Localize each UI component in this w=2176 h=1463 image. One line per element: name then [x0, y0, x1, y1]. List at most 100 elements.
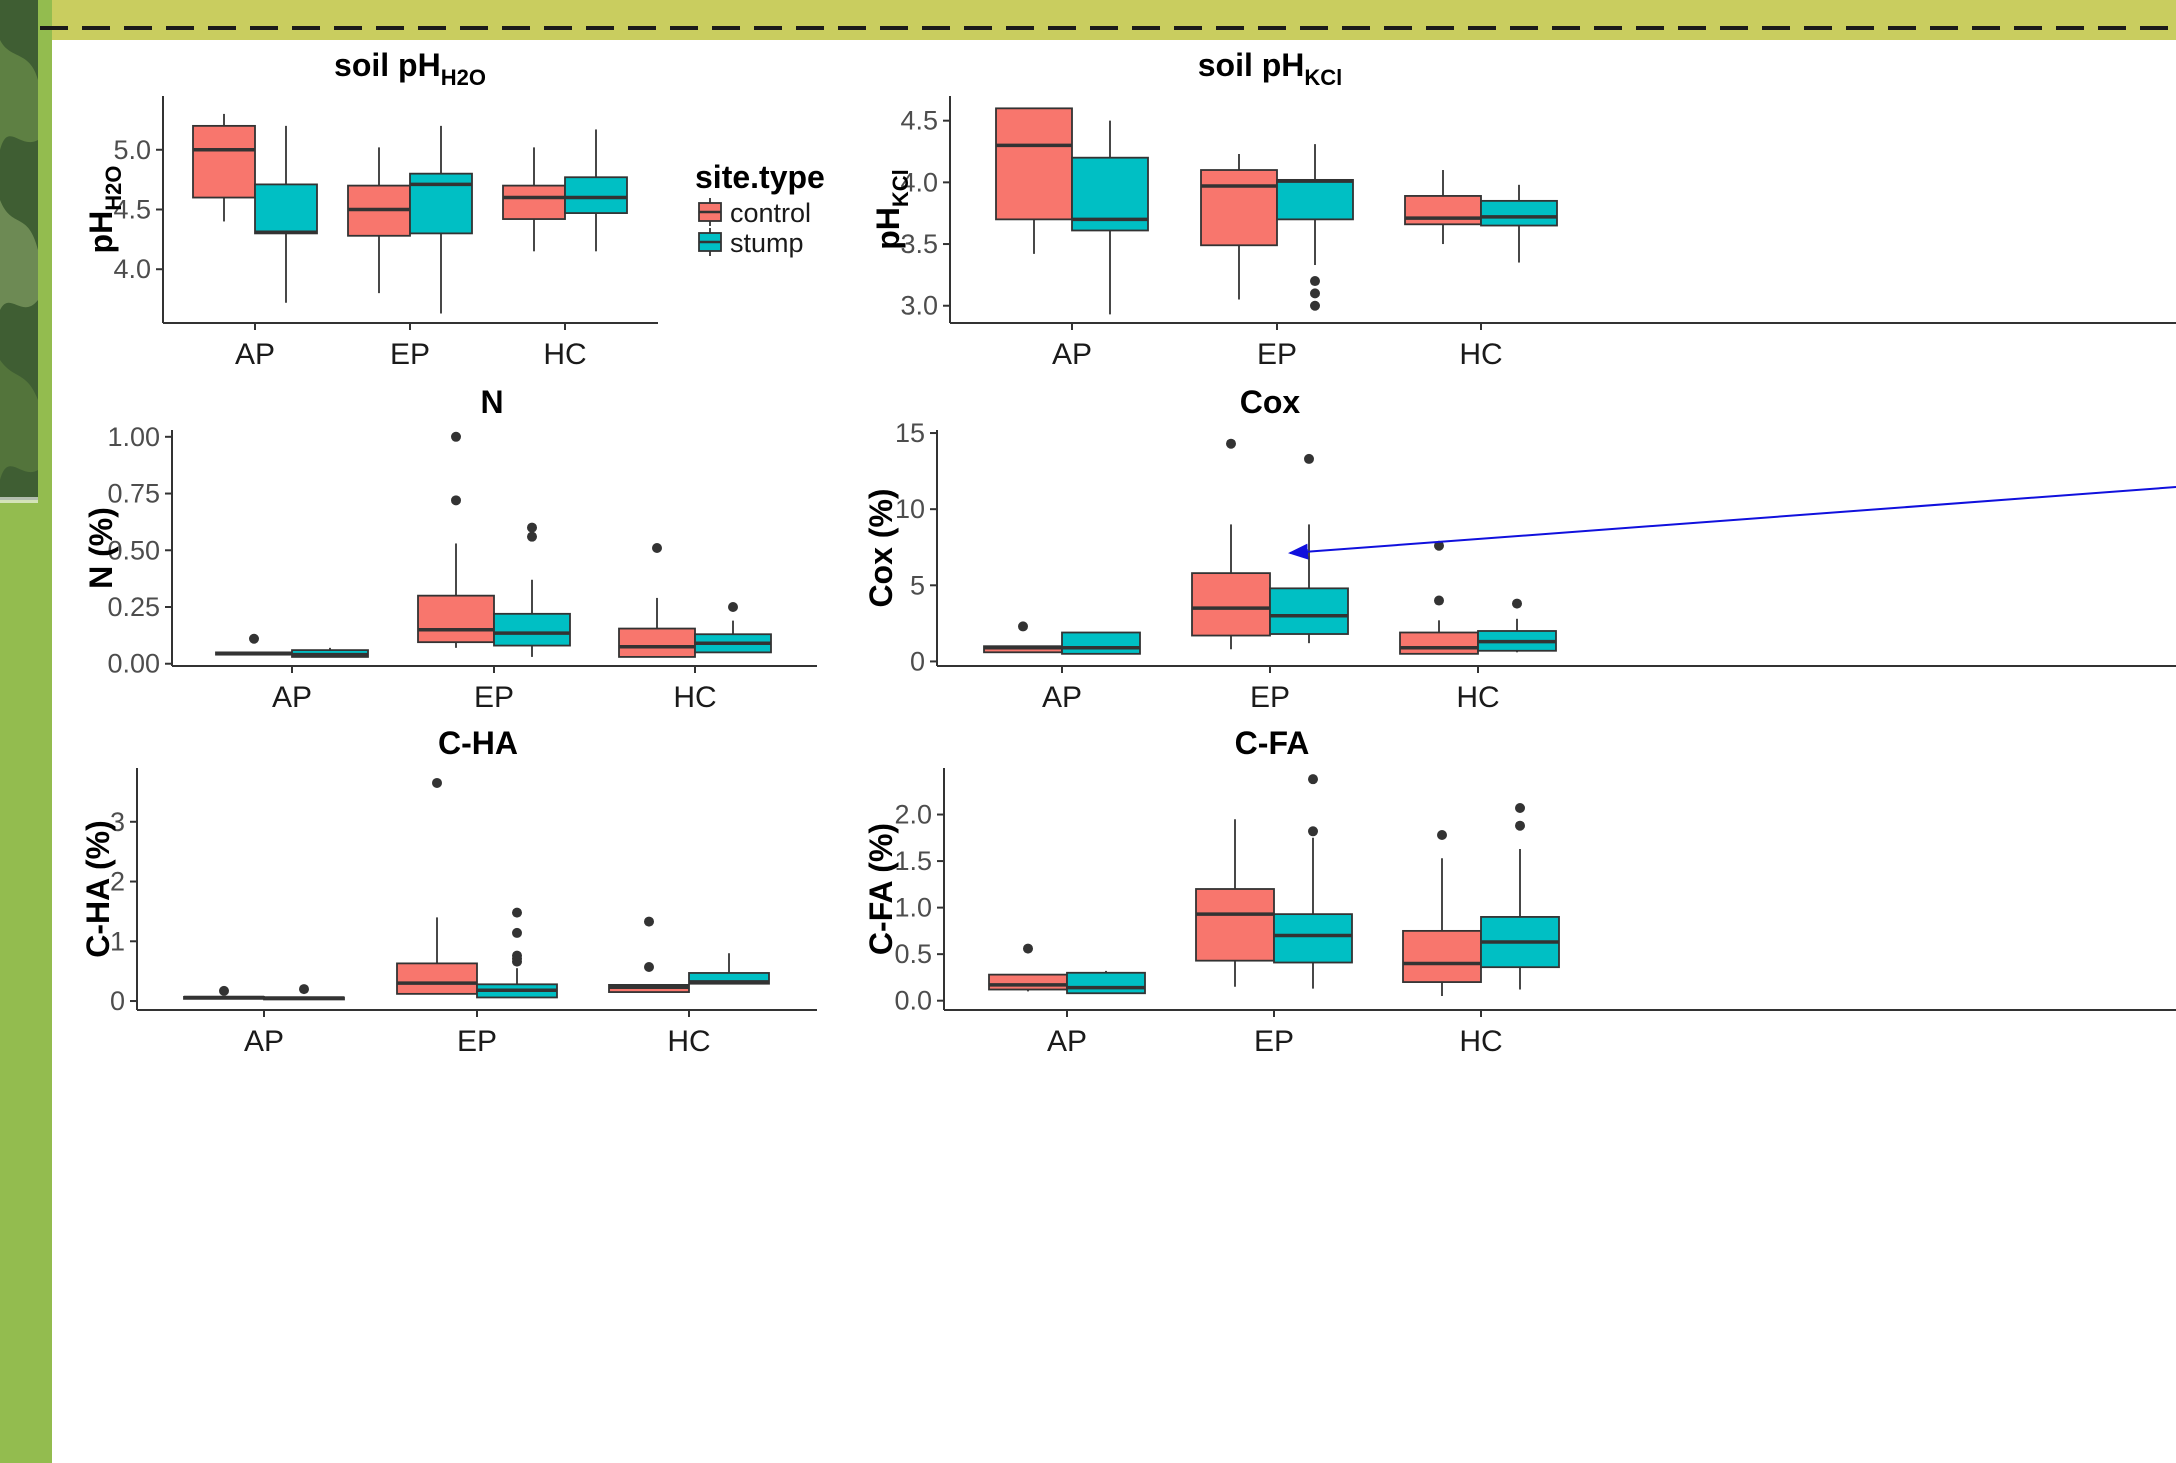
- box-control-HC: [1404, 170, 1482, 245]
- box-body: [1273, 913, 1353, 964]
- y-tick-label: 4.0: [113, 254, 151, 284]
- x-tick-label: EP: [474, 681, 514, 714]
- box-body: [1404, 195, 1482, 226]
- box-stump-HC: [1477, 598, 1557, 653]
- y-axis-label: pHKCl: [870, 169, 913, 250]
- box-body: [1402, 929, 1482, 983]
- x-tick-label: EP: [1254, 1025, 1294, 1058]
- box-stump-EP: [1273, 774, 1353, 989]
- outlier-point: [1512, 598, 1522, 609]
- outlier-point: [299, 984, 309, 995]
- x-tick-label: HC: [667, 1025, 710, 1058]
- box-stump-AP: [254, 125, 318, 303]
- box-stump-EP: [409, 125, 473, 314]
- chart-panel-3: 0.00 0.25 0.50 0.75 1.00 AP EP HC N N (%): [83, 384, 817, 714]
- outlier-point: [512, 927, 522, 938]
- y-tick-label: 1.5: [894, 846, 932, 876]
- box-stump-AP: [1066, 970, 1146, 995]
- y-tick-label: 0.75: [107, 479, 160, 509]
- x-tick-label: HC: [1459, 1025, 1502, 1058]
- box-control-HC: [1402, 830, 1482, 997]
- x-tick-label: EP: [1250, 681, 1290, 714]
- chart-title: N: [480, 384, 503, 420]
- box-body: [417, 594, 495, 644]
- box-stump-HC: [694, 602, 772, 654]
- outlier-point: [1437, 830, 1447, 841]
- box-body: [564, 176, 628, 214]
- x-tick-label: AP: [272, 681, 312, 714]
- box-body: [1200, 169, 1278, 247]
- box-stump-HC: [688, 953, 770, 985]
- box-body: [688, 972, 770, 985]
- box-stump-HC: [1480, 184, 1558, 263]
- y-tick-label: 3.5: [900, 229, 938, 259]
- chart-panel-6: 0.0 0.5 1.0 1.5 2.0 AP EP HC C-FA C-FA (%): [863, 725, 2176, 1058]
- outlier-point: [219, 985, 229, 996]
- y-tick-label: 2: [110, 867, 125, 897]
- x-tick-label: HC: [1459, 338, 1502, 371]
- x-tick-label: AP: [1047, 1025, 1087, 1058]
- outlier-point: [1304, 453, 1314, 464]
- outlier-point: [1308, 774, 1318, 785]
- y-tick-label: 0.25: [107, 592, 160, 622]
- box-control-HC: [608, 916, 690, 993]
- chart-title: Cox: [1240, 384, 1301, 420]
- x-tick-label: AP: [1042, 681, 1082, 714]
- box-body: [502, 184, 566, 220]
- outlier-point: [1018, 621, 1028, 632]
- outlier-point: [249, 633, 259, 644]
- box-stump-EP: [493, 522, 571, 657]
- x-tick-label: EP: [390, 338, 430, 371]
- outlier-point: [527, 531, 537, 542]
- y-tick-label: 0.0: [894, 986, 932, 1016]
- y-axis-label: C-HA (%): [80, 820, 116, 957]
- box-stump-AP: [291, 647, 369, 658]
- box-stump-EP: [1276, 144, 1354, 311]
- legend-label: control: [730, 198, 811, 228]
- outlier-point: [652, 543, 662, 553]
- box-control-AP: [988, 943, 1068, 992]
- outlier-point: [451, 495, 461, 506]
- y-tick-label: 1: [110, 926, 125, 956]
- legend-key-control: [698, 198, 722, 226]
- box-body: [1066, 971, 1146, 995]
- box-body: [1480, 199, 1558, 227]
- outlier-point: [512, 907, 522, 918]
- y-tick-label: 0.5: [894, 939, 932, 969]
- outlier-point: [1310, 288, 1320, 299]
- box-body: [1195, 888, 1275, 962]
- x-tick-label: EP: [457, 1025, 497, 1058]
- outlier-point: [1310, 300, 1320, 311]
- box-body: [1191, 572, 1271, 637]
- box-control-HC: [502, 147, 566, 252]
- box-control-EP: [347, 147, 411, 294]
- box-stump-AP: [1061, 631, 1141, 655]
- box-body: [254, 183, 318, 235]
- box-stump-EP: [1269, 453, 1349, 644]
- outlier-point: [1310, 276, 1320, 287]
- box-control-AP: [215, 633, 293, 656]
- box-body: [409, 172, 473, 235]
- outlier-point: [1023, 943, 1033, 954]
- box-control-HC: [618, 543, 696, 658]
- annotations-layer: [1288, 486, 2176, 560]
- outlier-point: [451, 431, 461, 442]
- legend-label: stump: [730, 228, 804, 258]
- y-tick-label: 4.5: [113, 195, 151, 225]
- y-tick-label: 3: [110, 807, 125, 837]
- y-tick-label: 15: [895, 418, 925, 448]
- box-control-EP: [1191, 438, 1271, 650]
- box-stump-AP: [263, 984, 345, 1001]
- y-tick-label: 1.0: [894, 893, 932, 923]
- box-body: [1061, 631, 1141, 655]
- y-tick-label: 0.50: [107, 535, 160, 565]
- y-tick-label: 3.0: [900, 291, 938, 321]
- box-control-EP: [417, 431, 495, 648]
- box-control-AP: [192, 113, 256, 222]
